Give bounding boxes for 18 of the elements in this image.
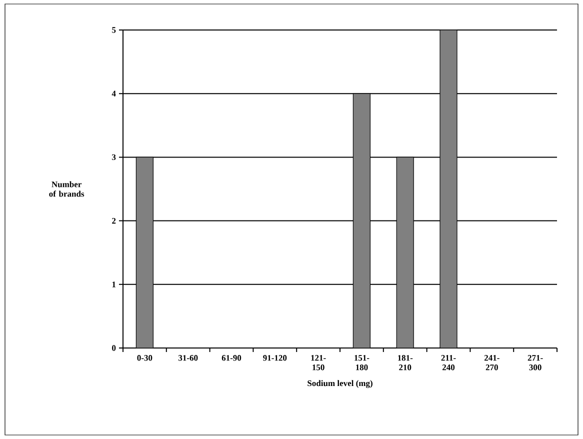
x-tick-label: 91-120 [263, 355, 287, 361]
y-tick-label: 0 [112, 345, 116, 351]
y-tick-label: 4 [112, 90, 116, 96]
y-tick-label: 1 [112, 282, 116, 288]
y-tick-label: 3 [112, 154, 116, 160]
x-axis-title: Sodium level (mg) [308, 380, 372, 388]
y-axis-title: Number of brands [49, 181, 84, 197]
y-tick-label: 5 [112, 27, 116, 33]
x-tick-label: 0-30 [137, 355, 152, 361]
x-tick-label: 241-270 [484, 355, 500, 370]
x-tick-label: 271-300 [528, 355, 543, 370]
x-tick-label: 31-60 [178, 355, 198, 361]
x-tick-label: 61-90 [222, 355, 242, 361]
x-tick-label: 211-240 [441, 355, 456, 370]
x-tick-label: 181-210 [398, 355, 413, 370]
x-tick-label: 151-180 [354, 355, 370, 370]
x-tick-label: 121-150 [311, 355, 326, 370]
y-tick-label: 2 [112, 218, 116, 224]
